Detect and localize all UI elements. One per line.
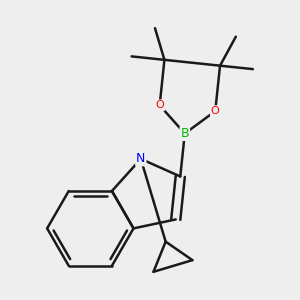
Text: O: O xyxy=(211,106,220,116)
Text: B: B xyxy=(181,127,189,140)
Text: O: O xyxy=(155,100,164,110)
Text: N: N xyxy=(136,152,146,165)
